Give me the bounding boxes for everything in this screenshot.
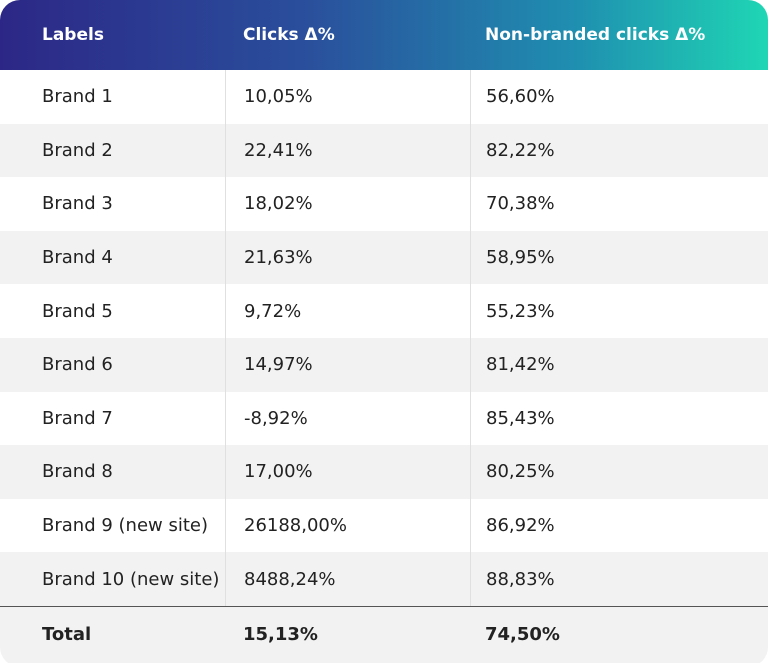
table-row: Brand 6 14,97% 81,42% (0, 337, 768, 392)
table-cell: Brand 5 (42, 300, 113, 322)
table-cell: 18,02% (225, 177, 470, 231)
table-row: Brand 2 22,41% 82,22% (0, 123, 768, 178)
header-cell: Labels (42, 25, 104, 45)
table-cell: Brand 7 (42, 407, 113, 429)
table-cell: 81,42% (470, 337, 768, 392)
table-cell: 56,60% (470, 70, 768, 124)
table-cell: 17,00% (225, 445, 470, 499)
table-cell: 86,92% (470, 498, 768, 553)
table-row: Brand 5 9,72% 55,23% (0, 284, 768, 338)
table-row: Brand 10 (new site) 8488,24% 88,83% (0, 552, 768, 606)
table-row: Brand 4 21,63% 58,95% (0, 230, 768, 285)
table-cell: 26188,00% (225, 498, 470, 553)
table-cell: 58,95% (470, 230, 768, 285)
table-row: Brand 3 18,02% 70,38% (0, 177, 768, 231)
table-body: Brand 1 10,05% 56,60% Brand 2 22,41% 82,22% Br… (0, 70, 768, 606)
header-cell: Clicks Δ% (243, 25, 335, 45)
total-cell: 15,13% (243, 624, 318, 646)
table-row: Brand 9 (new site) 26188,00% 86,92% (0, 498, 768, 553)
table-cell: -8,92% (225, 391, 470, 446)
total-row: Total 15,13% 74,50% (0, 605, 768, 663)
table-cell: 82,22% (470, 123, 768, 178)
table-cell: 14,97% (225, 337, 470, 392)
table-cell: 8488,24% (225, 552, 470, 606)
table-row: Brand 1 10,05% 56,60% (0, 70, 768, 124)
table-cell: 85,43% (470, 391, 768, 446)
table-cell: 21,63% (225, 230, 470, 285)
table-cell: Brand 8 (42, 461, 113, 483)
table-cell: Brand 1 (42, 86, 113, 108)
table-cell: 70,38% (470, 177, 768, 231)
table-cell: Brand 10 (new site) (42, 568, 220, 590)
table-cell: 22,41% (225, 123, 470, 178)
header-cell: Non-branded clicks Δ% (485, 25, 706, 45)
table-cell: Brand 6 (42, 354, 113, 376)
table-cell: Brand 9 (new site) (42, 515, 208, 537)
table-cell: 9,72% (225, 284, 470, 338)
table-cell: Brand 3 (42, 193, 113, 215)
table-row: Brand 8 17,00% 80,25% (0, 445, 768, 499)
total-cell: Total (42, 624, 92, 646)
table-cell: Brand 4 (42, 247, 113, 269)
total-cell: 74,50% (485, 624, 560, 646)
header-row: Labels Clicks Δ% Non-branded clicks Δ% (0, 0, 768, 70)
table-cell: 88,83% (470, 552, 768, 606)
table-cell: Brand 2 (42, 139, 113, 161)
table-row: Brand 7 -8,92% 85,43% (0, 391, 768, 446)
table-cell: 55,23% (470, 284, 768, 338)
table-cell: 80,25% (470, 445, 768, 499)
table-cell: 10,05% (225, 70, 470, 124)
